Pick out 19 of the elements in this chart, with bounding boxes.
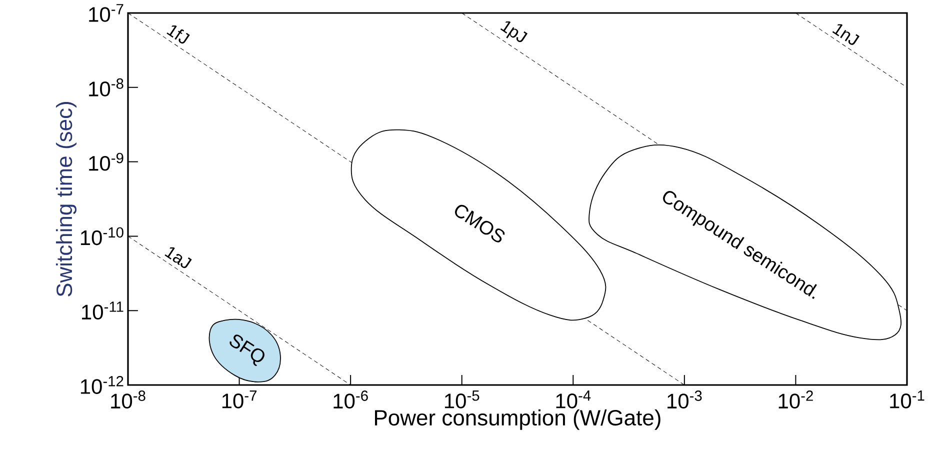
x-tick-label: 10$^{-3}$ [668, 390, 702, 409]
text: 1pJ [500, 21, 528, 42]
y-axis-title: Switching time (sec) [56, 102, 76, 296]
x-tick-label: 10$^{-2}$ [778, 390, 813, 409]
y-tick-label: 10$^{-10}$ [80, 227, 124, 246]
text: 1aJ [164, 247, 192, 268]
x-tick-label: 10$^{-4}$ [556, 390, 591, 408]
x-tick-label: 10$^{-5}$ [444, 390, 480, 408]
y-tick-label: 10$^{-8}$ [89, 78, 124, 96]
y-tick-label: 10$^{-7}$ [89, 4, 124, 22]
x-tick-label: 10$^{-6}$ [334, 390, 368, 409]
y-tick-label: 10$^{-11}$ [82, 302, 124, 320]
x-tick-label: 10$^{-7}$ [222, 390, 256, 408]
legend-label: SFQ [230, 334, 264, 366]
text: 1fJ [166, 26, 190, 44]
text: 1nJ [832, 24, 860, 45]
x-axis-title: Power consumption (W/Gate) [375, 409, 660, 430]
x-tick-label: 10$^{-1}$ [890, 390, 924, 408]
y-tick-label: 10$^{-9}$ [89, 152, 124, 171]
